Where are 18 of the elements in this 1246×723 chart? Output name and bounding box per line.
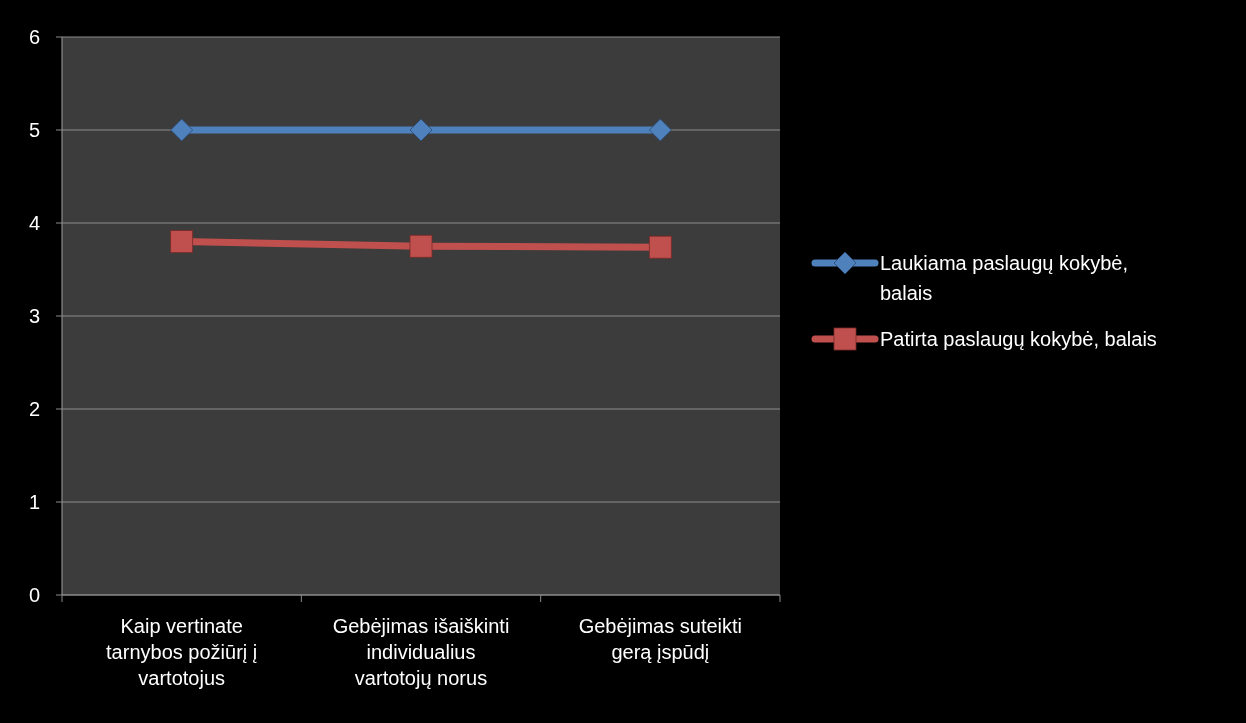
x-tick-label: Gebėjimas išaiškinti individualius vartotojų norus [332, 615, 510, 689]
y-tick-label: 1 [28, 491, 40, 513]
legend-label: Laukiama paslaugų kokybė, balais [880, 252, 1128, 304]
y-tick-label: 2 [28, 398, 40, 420]
y-tick-label: 5 [28, 119, 40, 141]
y-tick-label: 4 [28, 212, 40, 234]
legend-label: Patirta paslaugų kokybė, balais [880, 328, 1157, 350]
point [170, 118, 194, 142]
x-tick-label: Kaip vertinate tarnybos požiūrį į vartotojus [106, 615, 258, 689]
x-tick-label: Gebėjimas suteikti gerą įspūdį [578, 615, 743, 663]
y-tick-label: 3 [28, 305, 40, 327]
y-tick-label: 6 [28, 26, 40, 48]
point [648, 235, 672, 259]
point [648, 118, 672, 142]
y-tick-label: 0 [28, 584, 40, 606]
point [409, 234, 433, 258]
point [409, 118, 433, 142]
point [170, 230, 194, 253]
